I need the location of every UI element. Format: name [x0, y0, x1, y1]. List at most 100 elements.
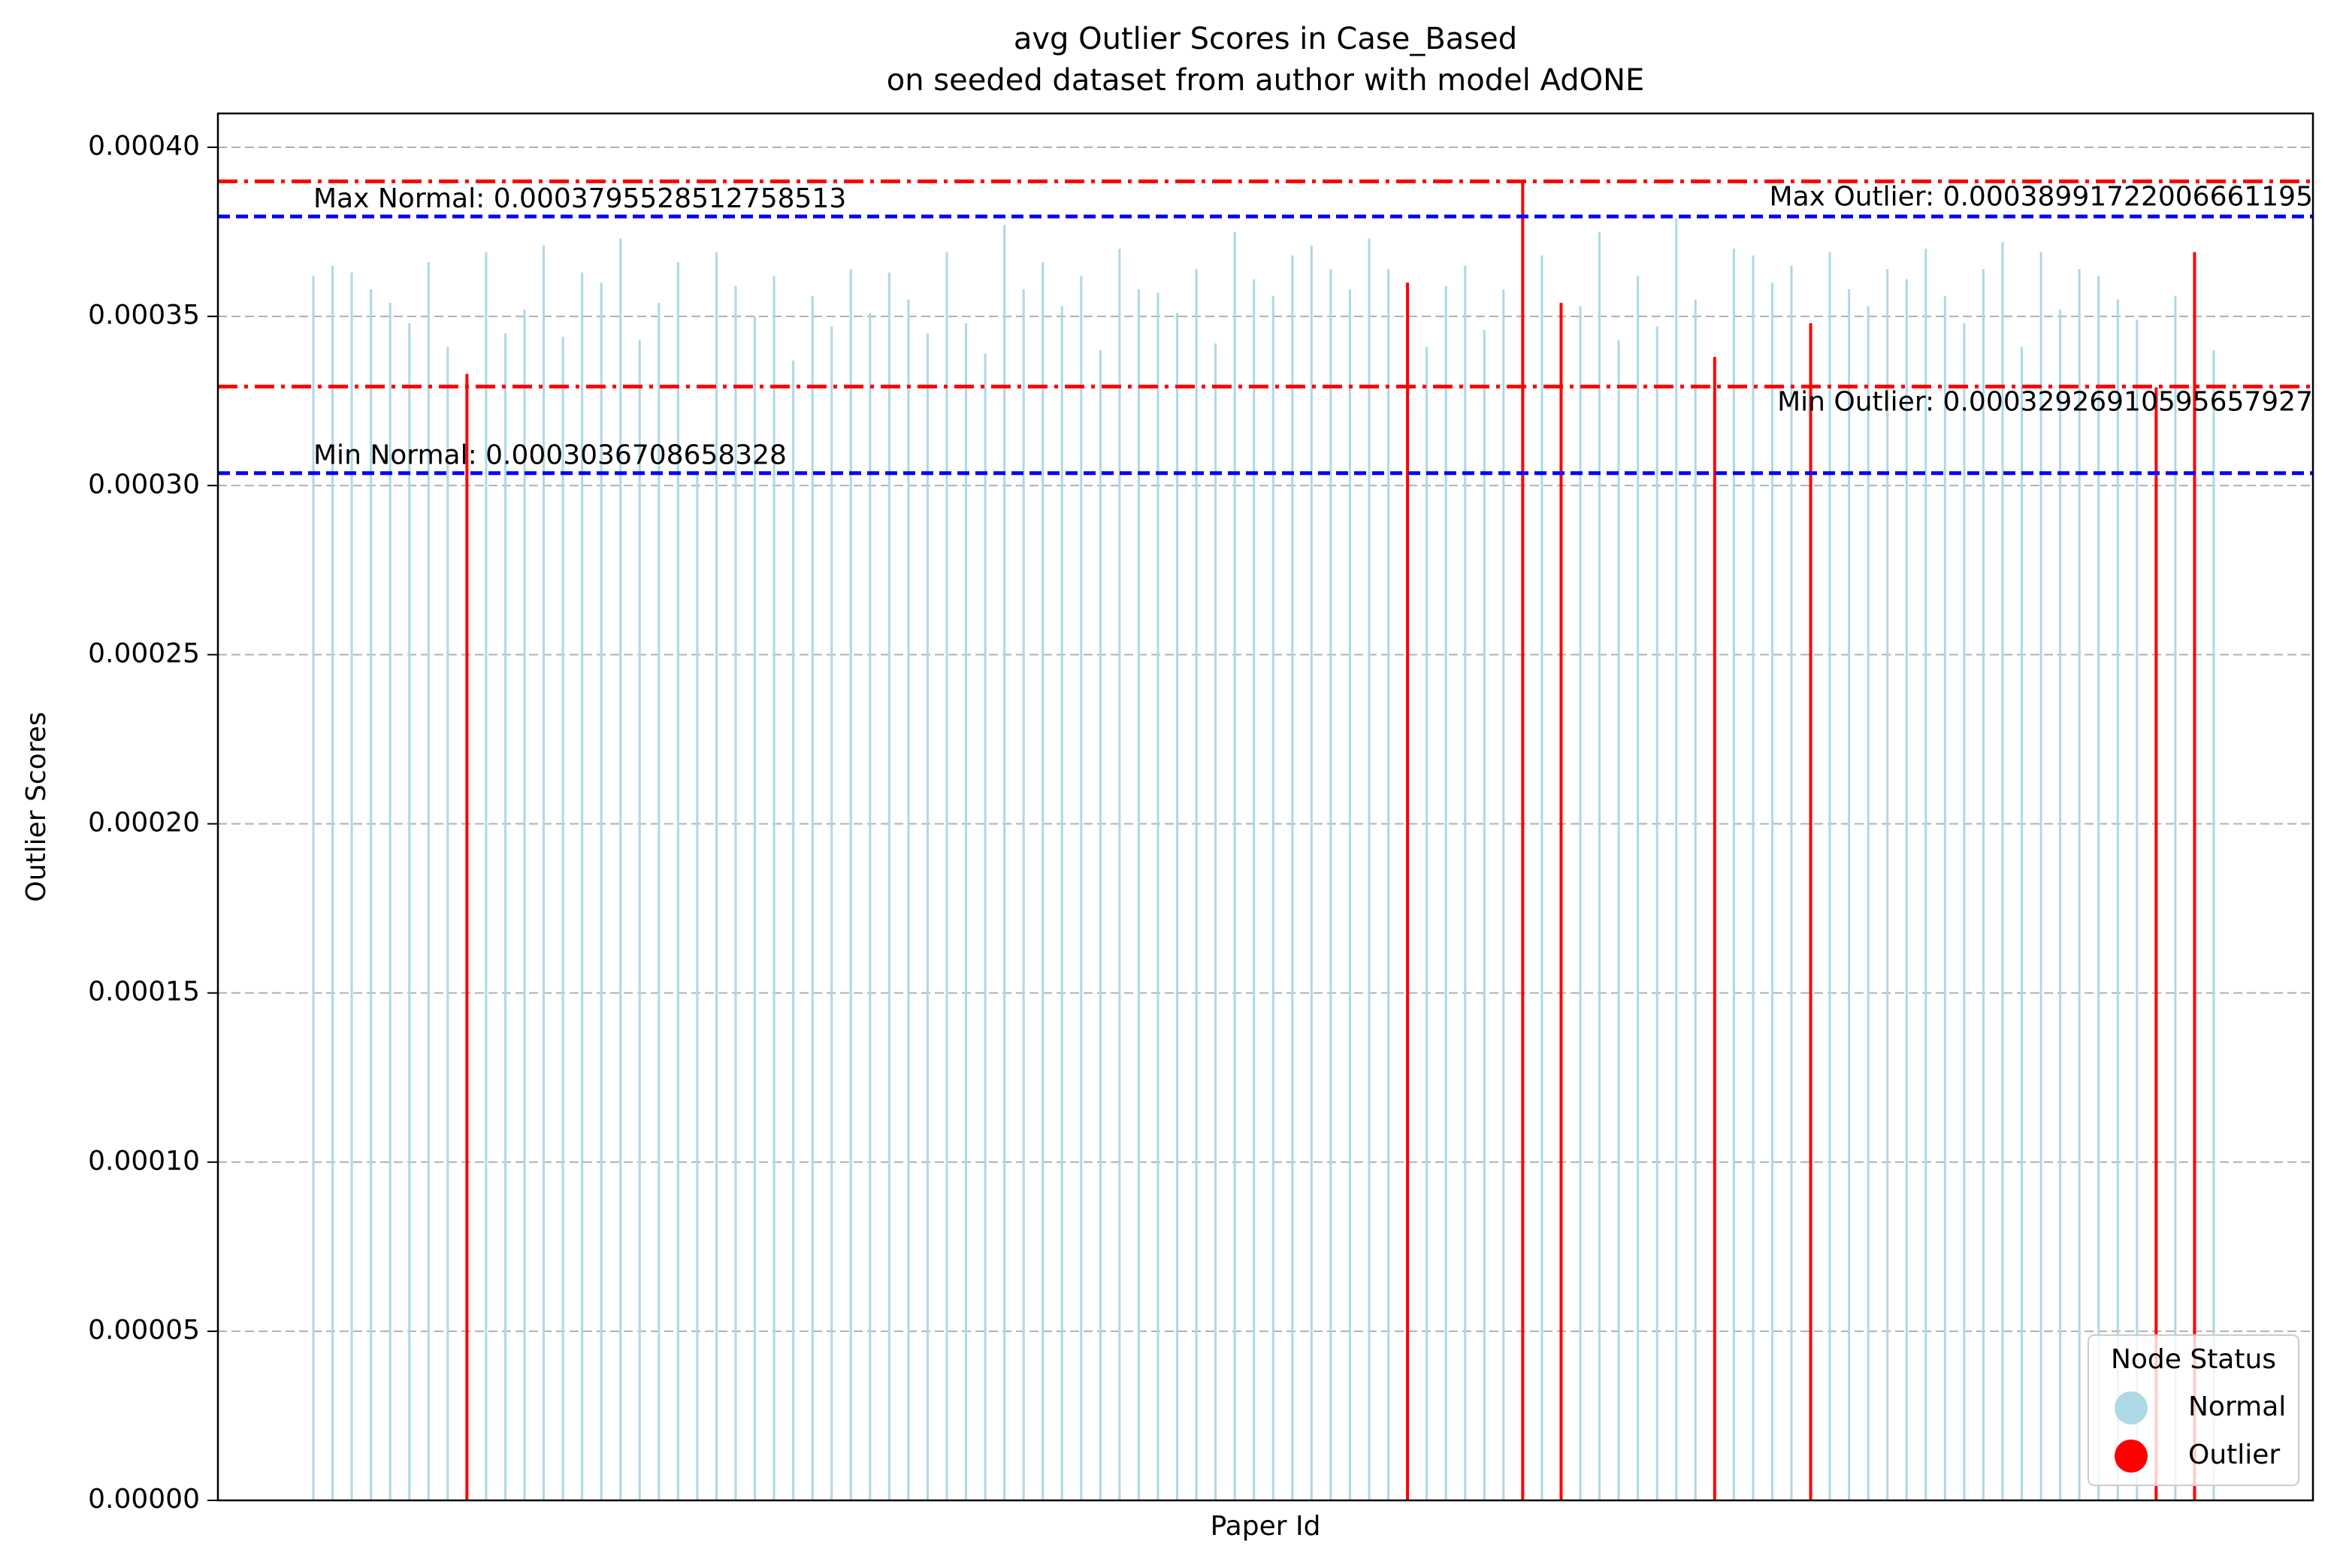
plot-frame: [216, 112, 2314, 1502]
bar: [715, 252, 718, 1501]
y-tick-label: 0.00030: [88, 469, 200, 500]
y-tick-label: 0.00015: [88, 977, 200, 1008]
bar: [1406, 282, 1410, 1500]
reference-line-label: Min Outlier: 0.00032926910595657927: [1777, 386, 2313, 417]
y-axis-label: Outlier Scores: [21, 711, 52, 902]
y-tick-label: 0.00035: [88, 300, 200, 331]
bar: [2193, 252, 2196, 1501]
bar: [1464, 265, 1467, 1500]
bar: [1271, 296, 1274, 1500]
bar: [1502, 289, 1505, 1500]
bar: [1214, 343, 1217, 1500]
bar: [945, 252, 948, 1501]
bar: [2021, 346, 2024, 1500]
bar: [1579, 306, 1582, 1500]
bar: [1963, 323, 1966, 1500]
bar: [2039, 252, 2042, 1501]
bar: [1253, 279, 1256, 1500]
bar: [965, 323, 968, 1500]
y-tick-label: 0.00010: [88, 1146, 200, 1177]
legend-marker: [2115, 1391, 2148, 1424]
bar: [1348, 289, 1351, 1500]
bar: [907, 299, 910, 1500]
bar: [1176, 313, 1179, 1500]
bar: [446, 346, 449, 1500]
bar: [638, 340, 641, 1500]
bar: [792, 360, 795, 1501]
bar: [2001, 242, 2004, 1501]
bar: [2097, 276, 2100, 1500]
y-tick-label: 0.00000: [88, 1484, 200, 1515]
bar: [1770, 282, 1773, 1500]
bar: [2078, 269, 2081, 1500]
bar: [1713, 357, 1716, 1501]
bar: [1867, 306, 1870, 1500]
bar: [1329, 269, 1332, 1500]
bar: [1637, 276, 1640, 1500]
bar: [543, 245, 546, 1501]
bar: [1060, 306, 1063, 1500]
bar: [1886, 269, 1889, 1500]
bar: [1022, 289, 1025, 1500]
bar: [1444, 286, 1447, 1500]
bar: [830, 326, 833, 1500]
bar: [1559, 303, 1563, 1500]
bar: [312, 276, 315, 1500]
bar: [1598, 231, 1601, 1501]
bar: [1387, 269, 1390, 1500]
bar: [408, 323, 411, 1500]
bar: [1156, 292, 1159, 1500]
bar: [676, 262, 679, 1501]
bar: [2116, 299, 2119, 1500]
bar: [370, 289, 373, 1500]
bar: [772, 276, 775, 1500]
bar: [984, 353, 987, 1501]
chart-title: avg Outlier Scores in Case_Based: [1014, 22, 1517, 56]
bar: [1752, 255, 1755, 1501]
bar: [1003, 225, 1006, 1501]
bar: [1655, 326, 1658, 1500]
bar: [350, 272, 353, 1500]
legend-label: Outlier: [2188, 1440, 2280, 1470]
y-tick-label: 0.00005: [88, 1315, 200, 1346]
bar: [1521, 181, 1525, 1500]
bar: [2136, 319, 2139, 1500]
bar: [465, 373, 469, 1501]
bar: [887, 272, 890, 1500]
bar: [1042, 262, 1045, 1501]
bar: [1233, 231, 1236, 1501]
bar: [1924, 249, 1927, 1501]
bar: [503, 333, 506, 1500]
bar: [1118, 249, 1121, 1501]
bar: [1943, 296, 1946, 1500]
bar: [2059, 310, 2062, 1500]
legend-title: Node Status: [2111, 1344, 2276, 1375]
bar: [561, 337, 564, 1500]
reference-line-label: Min Normal: 0.0003036708658328: [313, 440, 787, 471]
bar: [619, 238, 622, 1501]
bar: [1848, 289, 1851, 1500]
bar: [1080, 276, 1083, 1500]
bar: [1675, 218, 1678, 1500]
bar: [2212, 350, 2215, 1500]
bar: [1809, 323, 1812, 1500]
bar: [1099, 350, 1102, 1500]
bar: [1617, 340, 1620, 1500]
bar: [1368, 238, 1371, 1501]
y-tick-label: 0.00040: [88, 131, 200, 162]
bar: [1195, 269, 1198, 1500]
bar: [1310, 245, 1313, 1501]
bar: [485, 252, 488, 1501]
bar: [696, 472, 699, 1500]
bar: [1982, 269, 1985, 1500]
bar: [1483, 330, 1486, 1500]
bar: [1137, 289, 1140, 1500]
bar: [1828, 252, 1831, 1501]
bar: [926, 333, 929, 1500]
legend-marker: [2115, 1440, 2148, 1473]
bar: [1905, 279, 1908, 1500]
reference-line-label: Max Outlier: 0.00038991722006661195: [1770, 181, 2313, 212]
chart-subtitle: on seeded dataset from author with model…: [887, 63, 1645, 98]
